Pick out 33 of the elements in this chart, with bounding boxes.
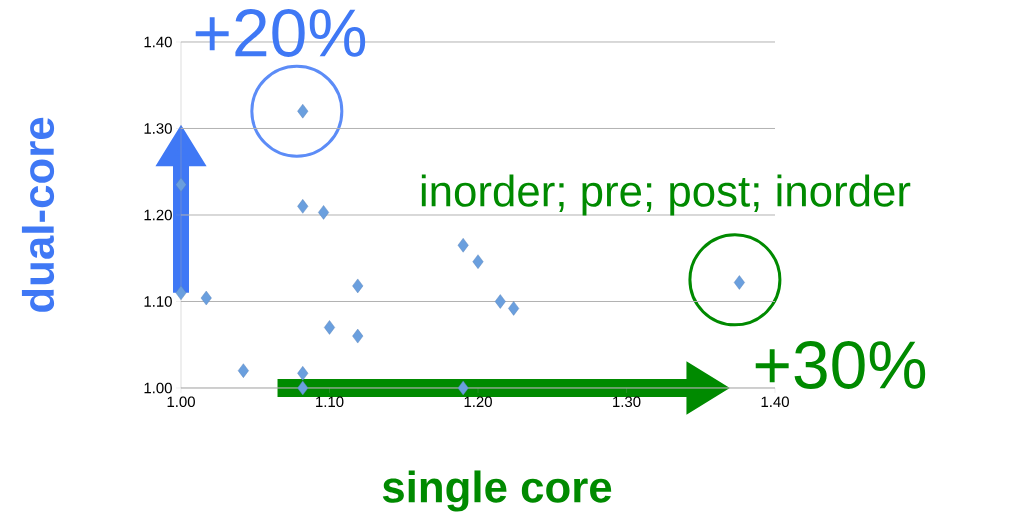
point: [318, 205, 330, 220]
y-tick-label: 1.40: [144, 36, 172, 48]
annotation: +30%: [755, 340, 926, 389]
x-tick-label: 1.10: [316, 396, 344, 408]
point: [297, 103, 309, 119]
point: [200, 290, 212, 306]
y-tick-label: 1.10: [144, 296, 172, 307]
point: [352, 278, 364, 294]
point: [297, 366, 309, 381]
point: [494, 294, 506, 309]
point: [175, 285, 187, 301]
point: [297, 380, 309, 396]
point: [472, 254, 484, 269]
point: [175, 177, 187, 192]
annotation: +20%: [195, 9, 366, 57]
point: [324, 320, 335, 335]
point: [457, 380, 469, 396]
annotation: inorder; pre; post; inorder: [421, 174, 911, 216]
point: [508, 301, 520, 316]
y-tick-label: 1.20: [144, 209, 172, 221]
point: [352, 328, 364, 344]
point: [297, 199, 309, 214]
point: [237, 363, 249, 378]
x-tick-label: 1.40: [761, 396, 789, 408]
point: [457, 238, 469, 253]
y-tick-label: 1.00: [144, 382, 172, 394]
x-tick-label: 1.20: [464, 396, 492, 408]
x-tick-label: 1.00: [167, 396, 195, 408]
y-tick-label: 1.30: [144, 123, 172, 134]
point: [733, 275, 745, 290]
x-axis-title: single core: [382, 470, 612, 512]
y-axis-title: dual-core: [21, 117, 55, 312]
x-tick-label: 1.30: [613, 396, 641, 408]
